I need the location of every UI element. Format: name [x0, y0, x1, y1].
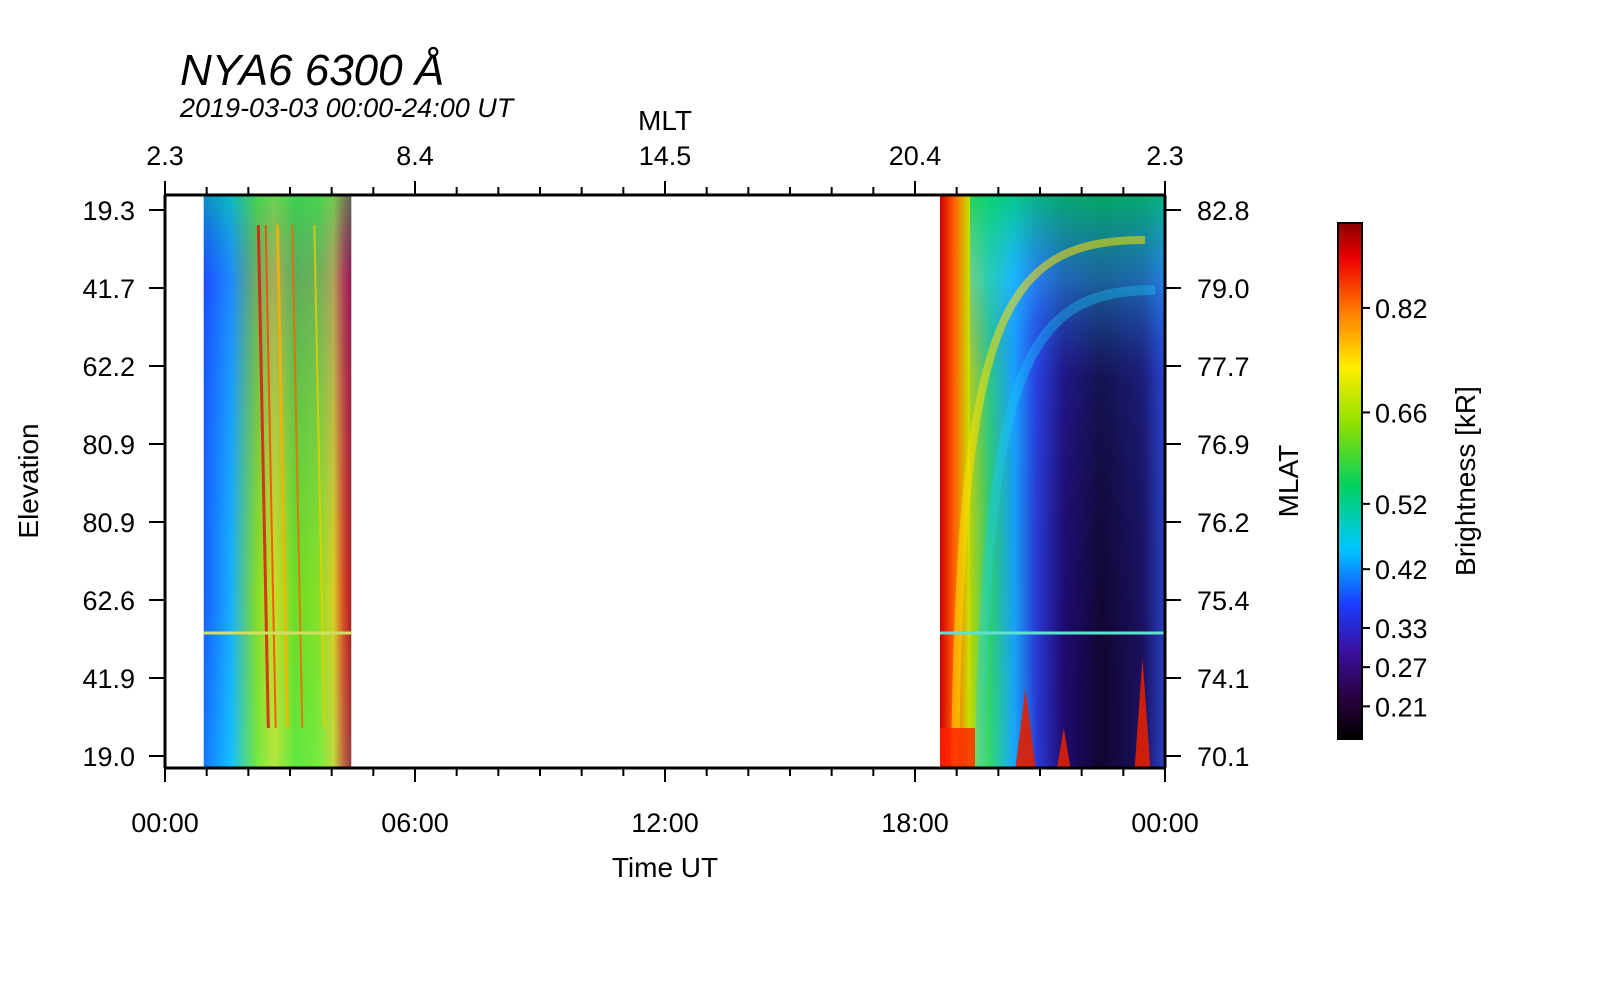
- keogram-image: [203, 195, 1165, 769]
- mlat-tick-label: 76.9: [1197, 430, 1250, 460]
- mlat-tick-label: 70.1: [1197, 742, 1250, 772]
- elevation-tick-label: 41.7: [82, 274, 135, 304]
- colorbar-tick-label: 0.27: [1375, 653, 1428, 683]
- elevation-tick-label: 19.0: [82, 742, 135, 772]
- aurora-burst: [1134, 658, 1151, 768]
- colorbar-scale: [1337, 222, 1363, 740]
- colorbar: 0.82 0.66 0.52 0.42 0.33 0.27 0.21 Brightness …: [1337, 222, 1481, 740]
- elevation-tick-label: 41.9: [82, 664, 135, 694]
- x-tick-label: 18:00: [881, 808, 949, 838]
- aurora-streak: [264, 224, 277, 729]
- x-axis-title: Time UT: [612, 852, 718, 883]
- x-tick-label: 00:00: [1131, 808, 1199, 838]
- aurora-burst: [1015, 688, 1036, 768]
- chart-title: NYA6 6300 Å: [180, 46, 444, 95]
- elevation-tick-label: 80.9: [82, 430, 135, 460]
- morning-data-block: [203, 195, 352, 768]
- x-tick-label: 06:00: [381, 808, 449, 838]
- elevation-tick-label: 80.9: [82, 508, 135, 538]
- aurora-streak: [313, 224, 326, 729]
- elevation-tick-label: 62.6: [82, 586, 135, 616]
- mlat-tick-label: 82.8: [1197, 196, 1250, 226]
- mlt-tick-label: 14.5: [639, 141, 692, 171]
- right-axis-title: MLAT: [1273, 445, 1304, 518]
- colorbar-ticks: 0.82 0.66 0.52 0.42 0.33 0.27 0.21: [1362, 294, 1428, 722]
- mlat-tick-label: 77.7: [1197, 352, 1250, 382]
- colorbar-tick-label: 0.52: [1375, 490, 1428, 520]
- mlt-tick-label: 2.3: [1146, 141, 1184, 171]
- aurora-arc: [951, 236, 1146, 769]
- colorbar-tick-label: 0.42: [1375, 555, 1428, 585]
- aurora-arc: [975, 285, 1156, 769]
- mlat-tick-label: 74.1: [1197, 664, 1250, 694]
- mlt-tick-label: 2.3: [146, 141, 184, 171]
- block-shading: [970, 195, 1165, 768]
- mlat-tick-label: 79.0: [1197, 274, 1250, 304]
- mlt-tick-label: 8.4: [396, 141, 434, 171]
- colorbar-tick-label: 0.66: [1375, 398, 1428, 428]
- aurora-burst: [940, 728, 975, 768]
- mlat-tick-label: 75.4: [1197, 586, 1250, 616]
- colorbar-tick-label: 0.82: [1375, 294, 1428, 324]
- aurora-streak: [256, 224, 270, 729]
- colorbar-tick-label: 0.33: [1375, 614, 1428, 644]
- evening-data-block: [940, 195, 1165, 769]
- chart-subtitle: 2019-03-03 00:00-24:00 UT: [179, 93, 516, 123]
- top-axis-title: MLT: [638, 105, 692, 136]
- elevation-tick-label: 19.3: [82, 196, 135, 226]
- aurora-streak: [291, 224, 304, 729]
- plot-axes: 00:00 06:00 12:00 18:00 00:00 2.3 8.4 14.5 20.4 2…: [82, 141, 1249, 838]
- left-axis-title: Elevation: [13, 423, 44, 538]
- colorbar-tick-label: 0.21: [1375, 692, 1428, 722]
- x-tick-label: 00:00: [131, 808, 199, 838]
- mlt-tick-label: 20.4: [889, 141, 942, 171]
- elevation-tick-label: 62.2: [82, 352, 135, 382]
- x-tick-label: 12:00: [631, 808, 699, 838]
- aurora-streak: [276, 224, 289, 729]
- mlat-tick-label: 76.2: [1197, 508, 1250, 538]
- colorbar-title: Brightness [kR]: [1450, 386, 1481, 576]
- aurora-burst: [1057, 728, 1071, 768]
